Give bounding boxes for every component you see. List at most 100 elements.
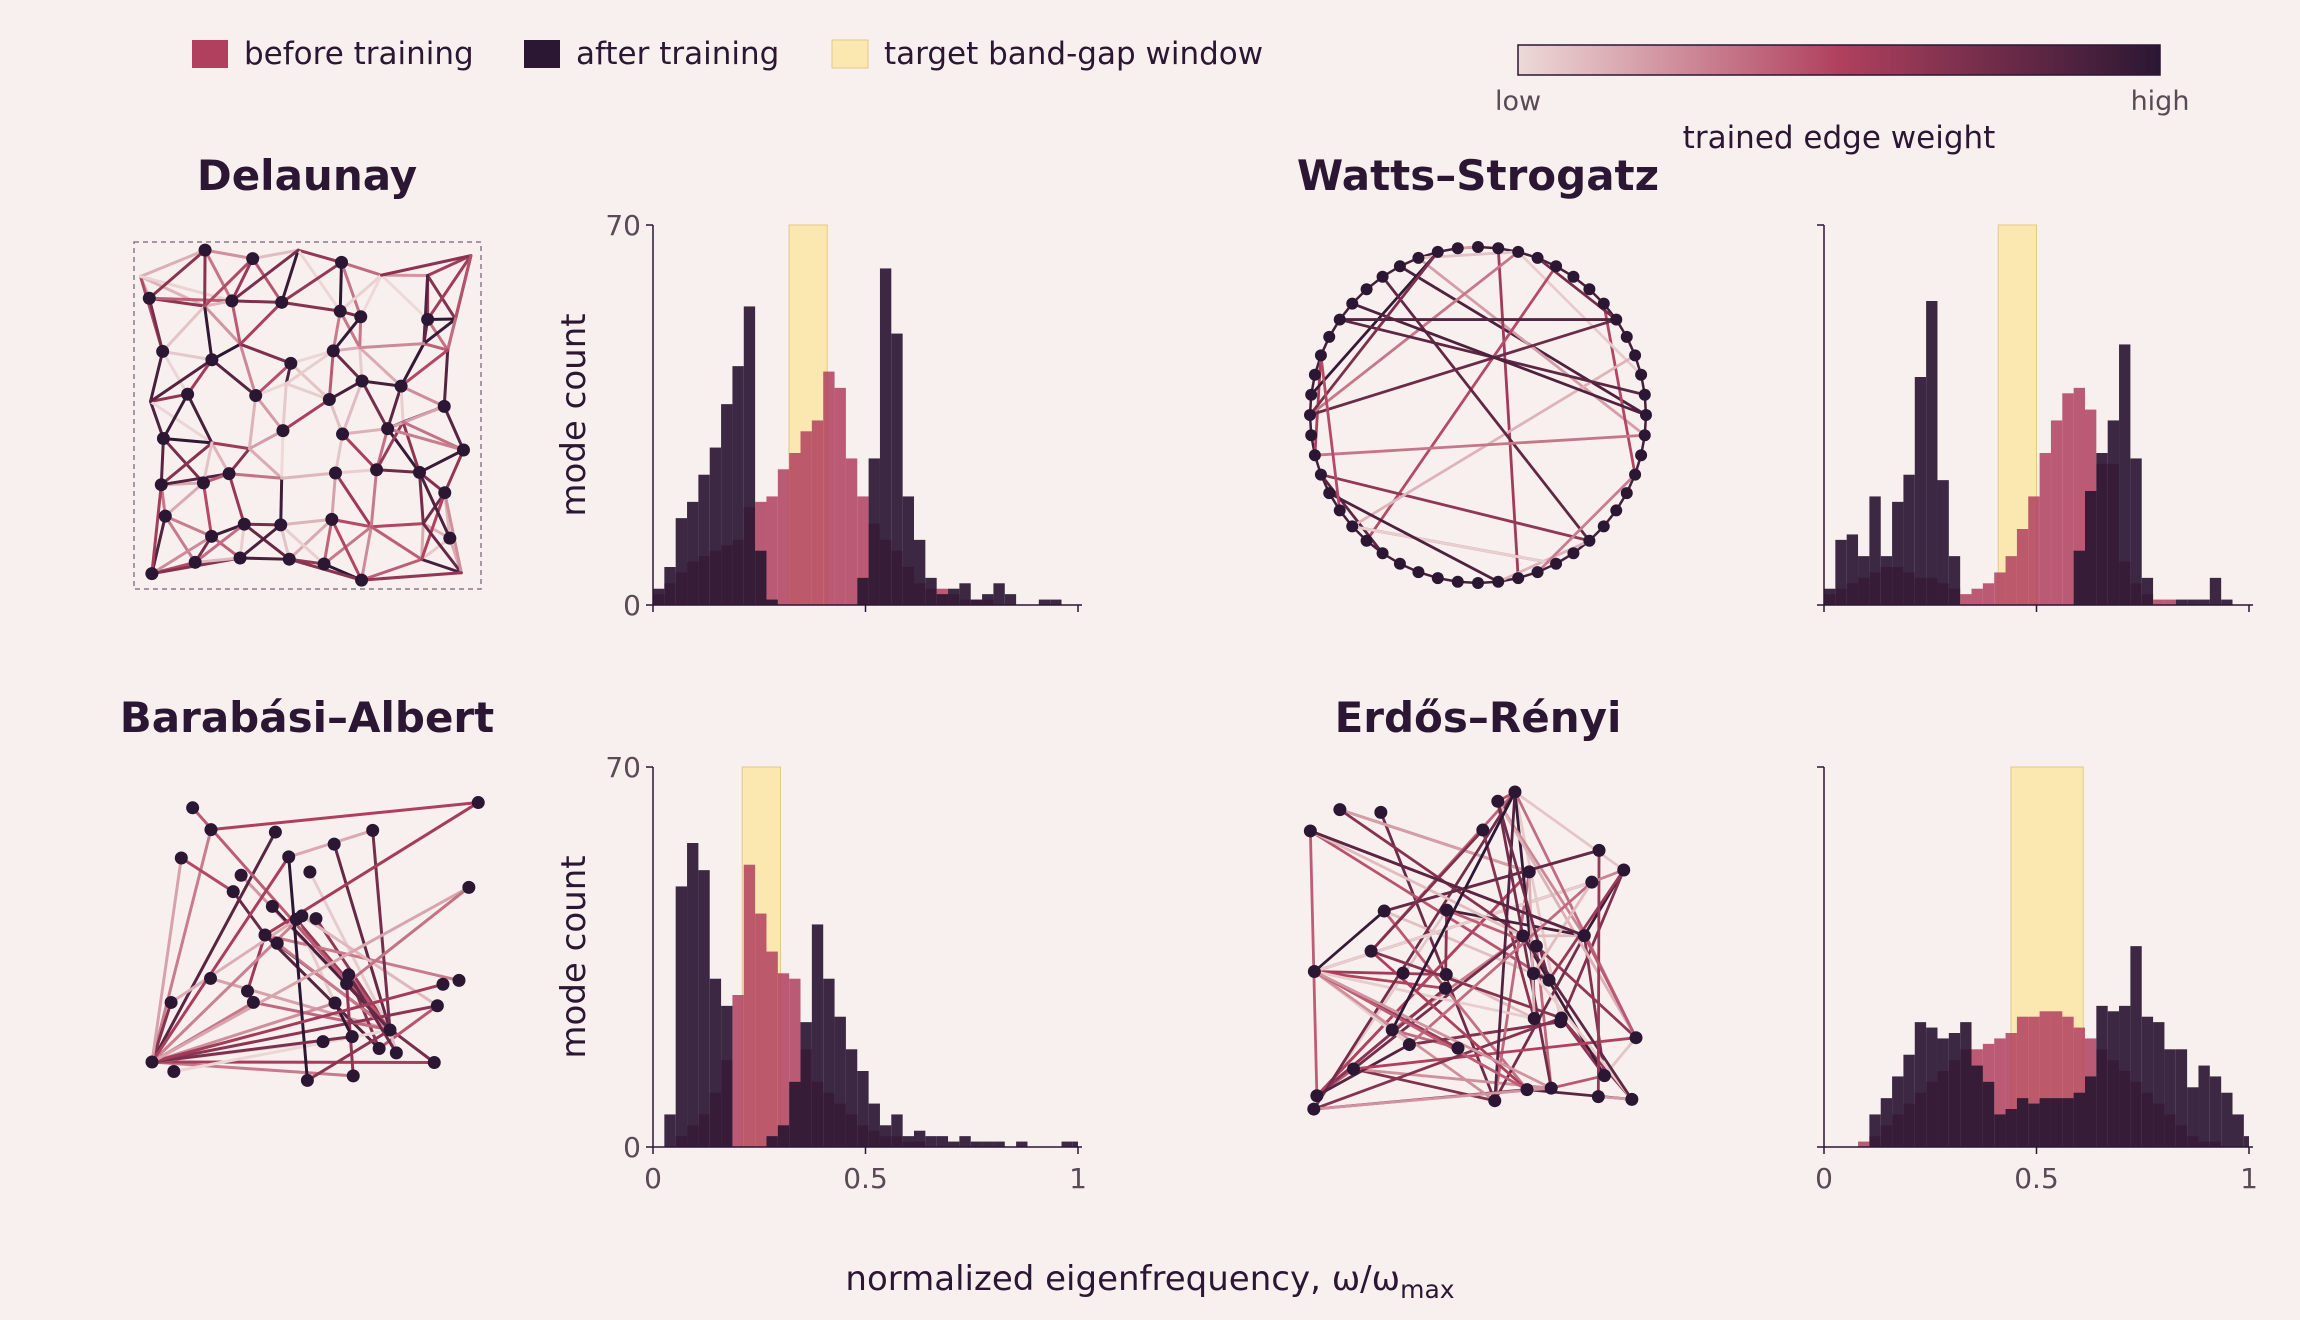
network-edge [338,273,384,313]
bar-after [664,567,676,605]
legend: before training after training target ba… [192,36,1263,72]
network-edge [1308,250,1520,417]
network-node [1592,843,1606,857]
network-node [1531,251,1544,264]
bar-after [834,1016,846,1147]
colorbar-gradient [1517,44,2161,76]
bar-after [2187,1087,2199,1147]
network-edge [1309,250,1440,397]
bar-before [1960,594,1972,605]
network-edge [380,273,430,321]
network-edge [149,399,214,445]
y-tick-label: 70 [605,751,641,784]
bar-after [800,1022,812,1147]
network-node [1346,520,1359,533]
network-edge [1312,909,1386,973]
network-node [1393,557,1406,570]
network-node [1323,330,1336,343]
network-edge [369,468,379,529]
bar-after [1869,496,1881,605]
network-node [1305,429,1318,442]
network-node [1585,875,1599,889]
network-edge [139,248,207,278]
network-edge [442,404,465,452]
network-watts-strogatz [1304,241,1652,589]
network-node [383,1023,397,1037]
bar-after [1994,1114,2006,1147]
network-edge [279,523,326,566]
bar-after [1880,1098,1893,1147]
network-edge [227,472,284,480]
network-edge [417,470,425,526]
network-edge [358,346,403,388]
network-delaunay [133,241,482,590]
bar-after [959,583,971,605]
network-edge [341,432,379,472]
network-node [1402,1038,1416,1052]
network-edge [331,309,342,353]
network-edge [254,361,293,398]
network-node [258,928,272,942]
bar-after [1016,1141,1028,1147]
network-node [1635,368,1648,381]
bar-after [902,496,914,605]
network-edge [1327,491,1500,584]
network-edge [150,885,471,1064]
bar-after [709,447,722,605]
network-node [325,512,339,526]
bar-after [1971,1065,1983,1147]
network-edge [201,481,214,538]
y-tick-label: 0 [623,589,641,622]
network-edge [203,248,255,261]
network-node [1620,330,1633,343]
bar-before [811,420,824,605]
bar-after [664,1114,676,1147]
network-node [225,294,239,308]
network-node [1492,242,1505,255]
network-node [1451,242,1464,255]
network-edge [331,315,363,353]
network-edge [386,427,465,452]
legend-label-target: target band-gap window [884,36,1263,72]
network-edge [230,299,284,304]
network-edge [375,468,421,474]
bar-after [1858,556,1870,605]
network-node [1583,534,1596,547]
network-edge [1319,354,1342,512]
network-node [1472,241,1484,253]
bar-after [687,843,699,1147]
network-node [1620,487,1633,500]
network-edge [1549,1074,1606,1090]
bar-after [1004,594,1017,605]
network-node [1629,1031,1643,1045]
network-node [335,255,349,269]
network-edge [399,348,450,388]
network-edge [284,349,335,386]
network-edge [193,556,242,564]
network-node [438,486,452,500]
network-node [186,801,200,815]
network-node [329,466,343,480]
network-edge [159,441,214,487]
network-edge [247,447,284,480]
y-tick-label: 0 [623,1131,641,1164]
bar-after [1914,1022,1927,1147]
bar-after [1982,1081,1995,1147]
bar-after [2209,1076,2222,1147]
network-node [1625,1092,1639,1106]
network-node [381,422,395,436]
network-node [1347,1062,1361,1076]
network-edge [1308,829,1319,1098]
network-node [1360,534,1373,547]
bar-before [2164,599,2176,605]
bar-after [2107,420,2120,605]
network-edge [263,933,381,1051]
network-edge [332,842,392,1032]
network-edge [1516,250,1643,377]
network-node [437,399,451,413]
network-edge [360,379,390,431]
network-edge [360,525,373,582]
network-edge [360,571,463,582]
network-node [1638,388,1651,401]
network-edge [139,274,234,303]
